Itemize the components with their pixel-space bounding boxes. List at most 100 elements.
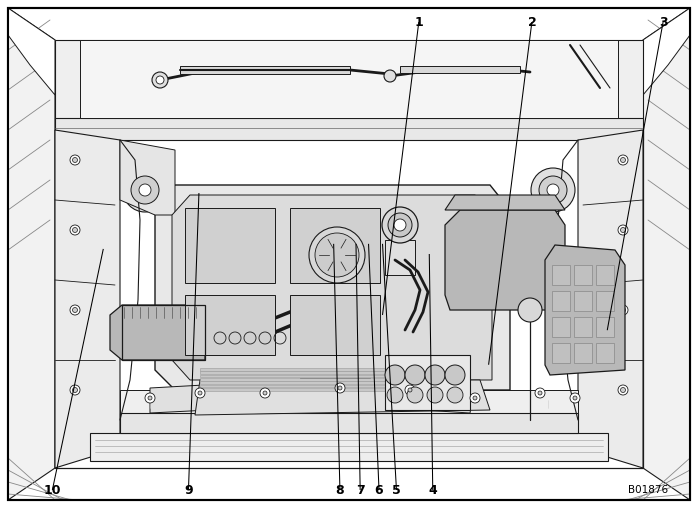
Polygon shape bbox=[80, 40, 618, 118]
Circle shape bbox=[384, 70, 396, 82]
Polygon shape bbox=[195, 380, 490, 415]
Circle shape bbox=[618, 225, 628, 235]
Circle shape bbox=[570, 393, 580, 403]
Text: 9: 9 bbox=[184, 484, 193, 496]
Circle shape bbox=[382, 207, 418, 243]
Circle shape bbox=[263, 391, 267, 395]
Polygon shape bbox=[55, 40, 643, 130]
Circle shape bbox=[518, 298, 542, 322]
Polygon shape bbox=[445, 195, 565, 210]
Bar bbox=[200, 385, 470, 387]
Circle shape bbox=[394, 219, 406, 231]
Bar bbox=[55, 118, 643, 140]
Circle shape bbox=[123, 168, 167, 212]
Circle shape bbox=[70, 225, 80, 235]
Polygon shape bbox=[445, 210, 565, 310]
Bar bbox=[596, 265, 614, 285]
Bar bbox=[290, 208, 380, 283]
Bar bbox=[290, 295, 380, 355]
Bar bbox=[200, 375, 470, 377]
Polygon shape bbox=[172, 195, 492, 380]
Polygon shape bbox=[110, 305, 205, 360]
Circle shape bbox=[531, 168, 575, 212]
Polygon shape bbox=[150, 383, 250, 413]
Circle shape bbox=[425, 365, 445, 385]
Circle shape bbox=[621, 157, 625, 163]
Text: 8: 8 bbox=[336, 484, 344, 496]
Text: 1: 1 bbox=[415, 16, 423, 28]
Circle shape bbox=[407, 387, 423, 403]
Circle shape bbox=[73, 228, 77, 233]
Circle shape bbox=[156, 76, 164, 84]
Polygon shape bbox=[120, 390, 578, 413]
Circle shape bbox=[621, 228, 625, 233]
Bar bbox=[574, 265, 592, 285]
Text: 4: 4 bbox=[429, 484, 437, 496]
Circle shape bbox=[70, 385, 80, 395]
Circle shape bbox=[621, 388, 625, 393]
Polygon shape bbox=[285, 373, 385, 408]
Circle shape bbox=[152, 72, 168, 88]
Circle shape bbox=[309, 227, 365, 283]
Circle shape bbox=[131, 176, 159, 204]
Bar bbox=[400, 66, 520, 73]
Circle shape bbox=[473, 396, 477, 400]
Bar bbox=[596, 317, 614, 337]
Circle shape bbox=[405, 365, 425, 385]
Polygon shape bbox=[643, 8, 690, 500]
Bar bbox=[200, 368, 470, 370]
Circle shape bbox=[195, 388, 205, 398]
Circle shape bbox=[388, 213, 412, 237]
Circle shape bbox=[618, 305, 628, 315]
Bar bbox=[55, 130, 643, 468]
Bar bbox=[180, 66, 350, 74]
Bar bbox=[185, 295, 275, 355]
Bar bbox=[552, 343, 570, 363]
Circle shape bbox=[539, 176, 567, 204]
Circle shape bbox=[447, 387, 463, 403]
Bar bbox=[574, 343, 592, 363]
Circle shape bbox=[547, 184, 559, 196]
Polygon shape bbox=[578, 130, 643, 468]
Circle shape bbox=[70, 305, 80, 315]
Bar bbox=[552, 291, 570, 311]
Polygon shape bbox=[390, 383, 475, 413]
Bar bbox=[200, 388, 470, 391]
Bar bbox=[122, 305, 205, 360]
Circle shape bbox=[535, 388, 545, 398]
Circle shape bbox=[148, 396, 152, 400]
Polygon shape bbox=[120, 140, 175, 215]
Circle shape bbox=[315, 233, 359, 277]
Circle shape bbox=[70, 155, 80, 165]
Circle shape bbox=[408, 388, 412, 392]
Circle shape bbox=[573, 396, 577, 400]
Circle shape bbox=[618, 385, 628, 395]
Bar bbox=[385, 355, 470, 410]
Bar bbox=[552, 265, 570, 285]
Bar bbox=[185, 208, 275, 283]
Circle shape bbox=[73, 157, 77, 163]
Circle shape bbox=[260, 388, 270, 398]
Circle shape bbox=[405, 385, 415, 395]
Bar bbox=[300, 378, 370, 408]
Circle shape bbox=[198, 391, 202, 395]
Bar bbox=[200, 382, 470, 384]
Bar bbox=[574, 317, 592, 337]
Text: 2: 2 bbox=[528, 16, 536, 28]
Polygon shape bbox=[545, 245, 625, 375]
Circle shape bbox=[387, 387, 403, 403]
Polygon shape bbox=[643, 8, 690, 95]
Text: B01876: B01876 bbox=[628, 485, 668, 495]
Bar bbox=[574, 291, 592, 311]
Bar bbox=[200, 371, 470, 374]
Circle shape bbox=[621, 307, 625, 312]
Bar bbox=[200, 378, 470, 380]
Text: 7: 7 bbox=[356, 484, 364, 496]
Circle shape bbox=[73, 307, 77, 312]
Polygon shape bbox=[55, 130, 120, 468]
Bar bbox=[385, 240, 415, 275]
Bar bbox=[596, 343, 614, 363]
Circle shape bbox=[427, 387, 443, 403]
Circle shape bbox=[618, 155, 628, 165]
Circle shape bbox=[139, 184, 151, 196]
